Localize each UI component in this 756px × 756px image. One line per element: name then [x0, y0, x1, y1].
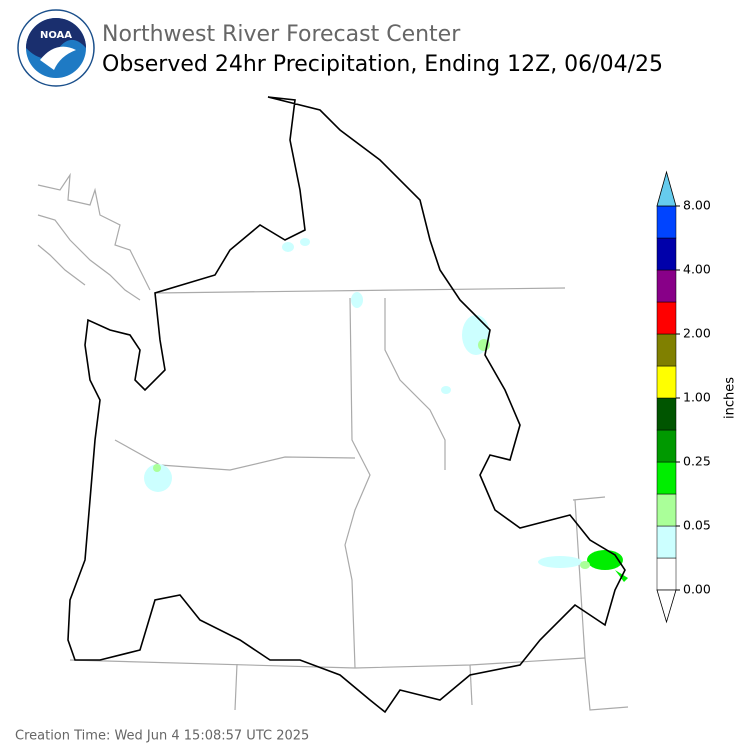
coastline-canada — [37, 172, 151, 301]
colorbar-over — [656, 170, 677, 207]
colorbar: 0.00 0.05 0.25 1.00 2.00 4.00 8.00 — [656, 170, 711, 624]
colorbar-tick-label: 0.00 — [683, 582, 711, 597]
colorbar-bin — [656, 493, 677, 527]
map-title: Observed 24hr Precipitation, Ending 12Z,… — [102, 52, 663, 77]
colorbar-tick-label: 0.25 — [683, 454, 711, 469]
colorbar-label: inches — [723, 377, 738, 419]
colorbar-bin — [656, 205, 677, 239]
logo-text: NOAA — [40, 30, 72, 41]
colorbar-bin — [656, 237, 677, 271]
colorbar-tick-label: 2.00 — [683, 326, 711, 341]
colorbar-bin — [656, 269, 677, 303]
colorbar-bin — [656, 333, 677, 367]
river-basin-outline — [67, 96, 626, 714]
colorbar-bin — [656, 397, 677, 431]
creation-time: Creation Time: Wed Jun 4 15:08:57 UTC 20… — [15, 729, 309, 744]
organization: Northwest River Forecast Center — [102, 22, 461, 47]
colorbar-bin — [656, 429, 677, 463]
colorbar-under — [656, 589, 677, 624]
colorbar-tick-label: 0.05 — [683, 518, 711, 533]
colorbar-bin — [656, 301, 677, 335]
colorbar-tick-label: 8.00 — [683, 198, 711, 213]
colorbar-bin — [656, 461, 677, 495]
colorbar-bin — [656, 557, 677, 591]
colorbar-tick-label: 4.00 — [683, 262, 711, 277]
colorbar-tick-label: 1.00 — [683, 390, 711, 405]
colorbar-bin — [656, 525, 677, 559]
state-boundaries — [69, 287, 629, 711]
colorbar-bin — [656, 365, 677, 399]
noaa-logo: NOAA — [17, 9, 95, 87]
